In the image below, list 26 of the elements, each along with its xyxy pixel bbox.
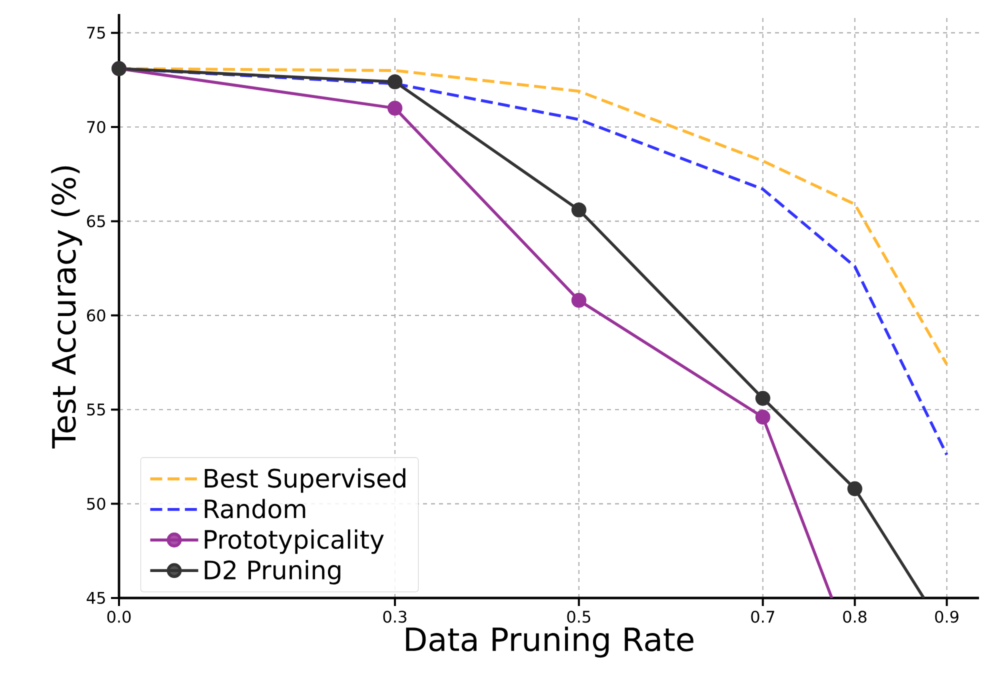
point xyxy=(755,410,770,425)
y-tick-label: 70 xyxy=(87,120,106,134)
legend-label: D2 Pruning xyxy=(204,560,340,584)
point xyxy=(847,481,862,496)
y-tick-label: 45 xyxy=(86,592,105,604)
legend-label: Prototypicality xyxy=(204,529,384,554)
legend-label: Best Supervised xyxy=(204,468,406,493)
legend-label: Random xyxy=(204,498,306,518)
y-tick-label: 55 xyxy=(87,404,105,416)
point xyxy=(571,292,586,308)
point xyxy=(387,74,402,90)
y-axis-title: Test Accuracy (%) xyxy=(51,166,82,448)
x-tick-label: 0.0 xyxy=(107,610,131,623)
x-axis-title: Data Pruning Rate xyxy=(406,626,694,658)
x-tick-label: 0.7 xyxy=(751,610,774,623)
x-tick-label: 0.9 xyxy=(935,610,958,623)
point xyxy=(755,390,770,406)
y-tick-label: 50 xyxy=(87,498,106,510)
y-tick-label: 60 xyxy=(87,309,106,322)
x-tick-label: 0.5 xyxy=(567,610,590,623)
point xyxy=(387,100,402,116)
y-tick-label: 75 xyxy=(87,26,105,39)
y-tick-label: 65 xyxy=(87,215,105,228)
x-tick-label: 0.3 xyxy=(383,610,406,623)
point xyxy=(571,202,586,218)
x-tick-label: 0.8 xyxy=(843,610,866,623)
